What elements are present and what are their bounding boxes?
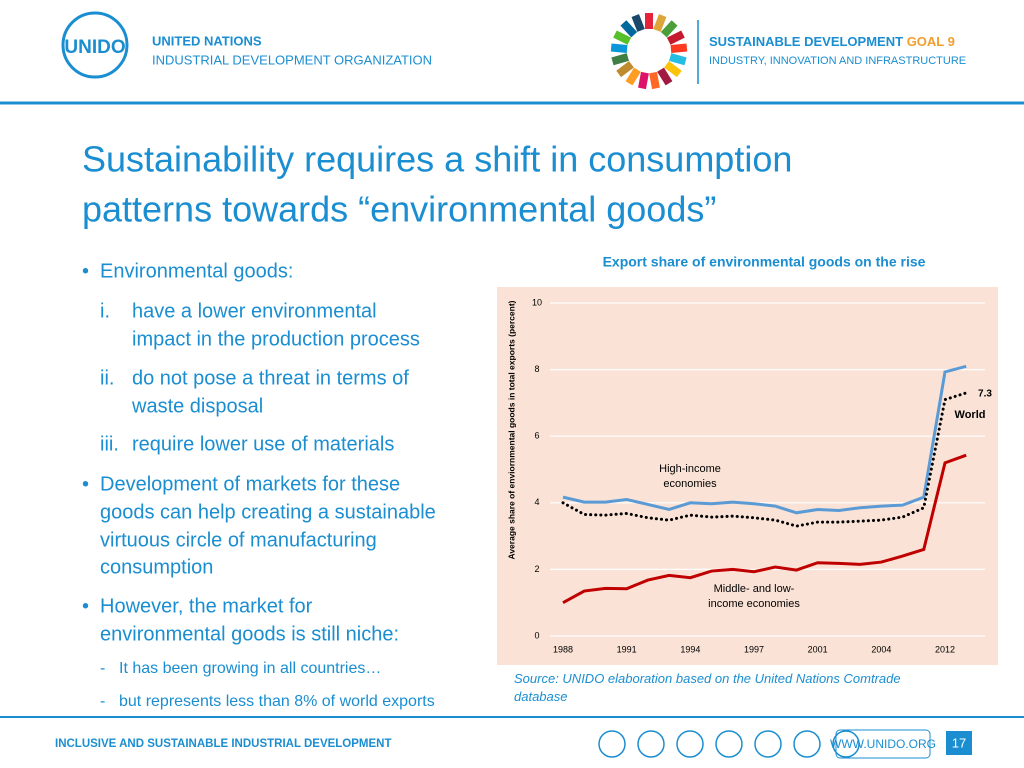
sdg-wheel [610,13,688,90]
sdg-line: INDUSTRY, INNOVATION AND INFRASTRUCTURE [709,55,966,67]
slide-title: patterns towards “environmental goods” [82,189,716,230]
chart-title: Export share of environmental goods on t… [603,254,926,270]
series-line [562,364,967,515]
bullet-marker: - [100,693,105,710]
series-label-box: High-income economies [659,463,721,490]
org-line: UNITED NATIONS [152,33,262,48]
wheel-segment [616,61,634,78]
bullet-marker: ii. [100,367,114,389]
bullet-line: Development of markets for these [100,473,400,495]
wheel-segment [613,30,632,45]
bullet-line: environmental goods is still niche: [100,623,399,645]
y-tick-label: 0 [534,630,539,640]
wheel-segment [625,67,641,86]
wheel-segment [638,71,649,90]
bullet-line: have a lower environmental [132,300,377,322]
x-tick-label: 1994 [680,644,700,654]
y-tick-label: 4 [534,497,539,507]
social-icon[interactable] [598,730,626,758]
series-line [562,453,967,605]
series-label-box: Middle- and low-income economies [708,583,800,610]
value-label: 7.3 [978,389,992,400]
wheel-segment [653,14,667,32]
bullet-line: do not pose a threat in terms of [132,367,409,389]
series-label-box: World [954,409,986,421]
x-tick-label: 2004 [871,644,891,654]
x-tick-label: 1991 [617,644,637,654]
bullet-line: impact in the production process [132,328,420,350]
wheel-segment [610,43,628,53]
bullet-marker: • [82,260,89,282]
social-icons [598,730,860,758]
source-text: Source: UNIDO elaboration based on the U… [514,671,901,686]
wheel-segment [657,67,673,86]
bullet-marker: i. [100,300,110,322]
y-tick-label: 10 [532,297,542,307]
series-line [561,391,968,528]
sdg-text: SUSTAINABLE DEVELOPMENT [709,34,903,49]
bullet-line: Environmental goods: [100,260,293,282]
x-tick-label: 1988 [553,644,573,654]
org-line: INDUSTRIAL DEVELOPMENT ORGANIZATION [152,52,432,67]
page-number: 17 [952,735,966,750]
series-label: World [954,409,986,421]
wheel-segment [649,71,660,90]
bullet-line: virtuous circle of manufacturing [100,529,377,551]
source-text: database [514,689,568,704]
y-axis-label: Average share of enviornmental goods in … [506,300,516,559]
bullet-line: but represents less than 8% of world exp… [119,693,435,710]
bullet-marker: iii. [100,433,119,455]
bullet-marker: - [100,660,105,677]
series-label: High-income economies [659,463,721,490]
url-box[interactable] [835,729,931,759]
wheel-segment [666,30,685,45]
wheel-segment [611,53,629,66]
social-icon[interactable] [832,730,860,758]
wheel-segment [645,13,653,29]
sdg-goal: GOAL 9 [907,34,955,49]
social-icon[interactable] [793,730,821,758]
chart-area [497,287,998,665]
x-tick-label: 2001 [808,644,828,654]
bullet-line: However, the market for [100,595,313,617]
social-icon[interactable] [676,730,704,758]
social-icon[interactable] [637,730,665,758]
y-tick-label: 2 [534,564,539,574]
footer-tagline: INCLUSIVE AND SUSTAINABLE INDUSTRIAL DEV… [55,738,392,750]
x-tick-label: 1997 [744,644,764,654]
social-icon[interactable] [754,730,782,758]
bullet-marker: • [82,595,89,617]
wheel-segment [631,14,645,32]
plot: 0 2 4 6 8 10 1988 1991 1994 1997 2001 2004 2012 7.3 Hi… [532,297,992,654]
logo-text: UNIDO [64,37,125,58]
bullet-line: waste disposal [131,395,263,417]
bullet-line: goods can help creating a sustainable [100,501,436,523]
bullet-line: require lower use of materials [132,433,394,455]
page-box [946,731,972,755]
bullet-marker: • [82,473,89,495]
bullet-line: It has been growing in all countries… [119,660,381,677]
bullet-line: consumption [100,556,213,578]
wheel-segment [669,53,687,66]
slide-title: Sustainability requires a shift in consu… [82,139,792,180]
wheel-segment [620,20,638,38]
y-tick-label: 8 [534,364,539,374]
wheel-segment [670,43,688,53]
y-tick-label: 6 [534,431,539,441]
bullets: • Environmental goods: i. have a lower envi… [82,260,436,710]
social-icon[interactable] [715,730,743,758]
series-label: Middle- and low-income economies [708,583,800,610]
footer-url[interactable]: WWW.UNIDO.ORG [830,737,936,751]
unido-logo: UNIDO [61,11,129,79]
sdg-line: SUSTAINABLE DEVELOPMENT GOAL 9 [709,34,955,49]
x-tick-label: 2012 [935,644,955,654]
source: Source: UNIDO elaboration based on the U… [514,671,901,704]
wheel-segment [664,61,682,78]
wheel-segment [660,20,678,38]
